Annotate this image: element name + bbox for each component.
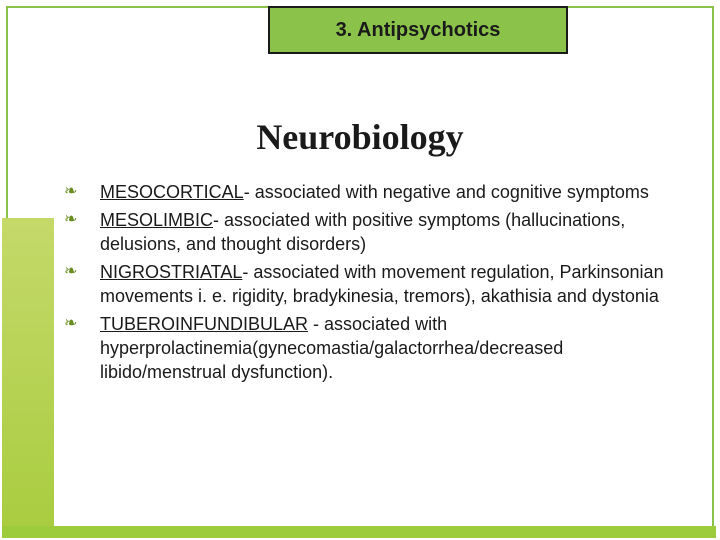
list-item: ❧TUBEROINFUNDIBULAR - associated with hy… bbox=[60, 312, 682, 384]
accent-bottom-bar bbox=[2, 526, 716, 538]
bullet-icon: ❧ bbox=[60, 180, 100, 204]
list-item-term: TUBEROINFUNDIBULAR bbox=[100, 314, 308, 334]
list-item: ❧NIGROSTRIATAL- associated with movement… bbox=[60, 260, 682, 308]
slide-header-label: 3. Antipsychotics bbox=[336, 19, 501, 42]
slide-header-box: 3. Antipsychotics bbox=[268, 6, 568, 54]
bullet-icon: ❧ bbox=[60, 312, 100, 336]
slide-frame: 3. Antipsychotics Neurobiology ❧MESOCORT… bbox=[6, 6, 714, 534]
accent-left-bar bbox=[2, 218, 54, 538]
bullet-list: ❧MESOCORTICAL- associated with negative … bbox=[60, 180, 682, 388]
list-item-text: MESOLIMBIC- associated with positive sym… bbox=[100, 208, 682, 256]
list-item-text: MESOCORTICAL- associated with negative a… bbox=[100, 180, 682, 204]
list-item: ❧MESOLIMBIC- associated with positive sy… bbox=[60, 208, 682, 256]
list-item-text: NIGROSTRIATAL- associated with movement … bbox=[100, 260, 682, 308]
list-item-rest: - associated with negative and cognitive… bbox=[244, 182, 649, 202]
bullet-icon: ❧ bbox=[60, 208, 100, 232]
list-item: ❧MESOCORTICAL- associated with negative … bbox=[60, 180, 682, 204]
list-item-text: TUBEROINFUNDIBULAR - associated with hyp… bbox=[100, 312, 682, 384]
slide-heading: Neurobiology bbox=[8, 116, 712, 158]
list-item-term: NIGROSTRIATAL bbox=[100, 262, 242, 282]
bullet-icon: ❧ bbox=[60, 260, 100, 284]
list-item-term: MESOLIMBIC bbox=[100, 210, 213, 230]
list-item-term: MESOCORTICAL bbox=[100, 182, 244, 202]
